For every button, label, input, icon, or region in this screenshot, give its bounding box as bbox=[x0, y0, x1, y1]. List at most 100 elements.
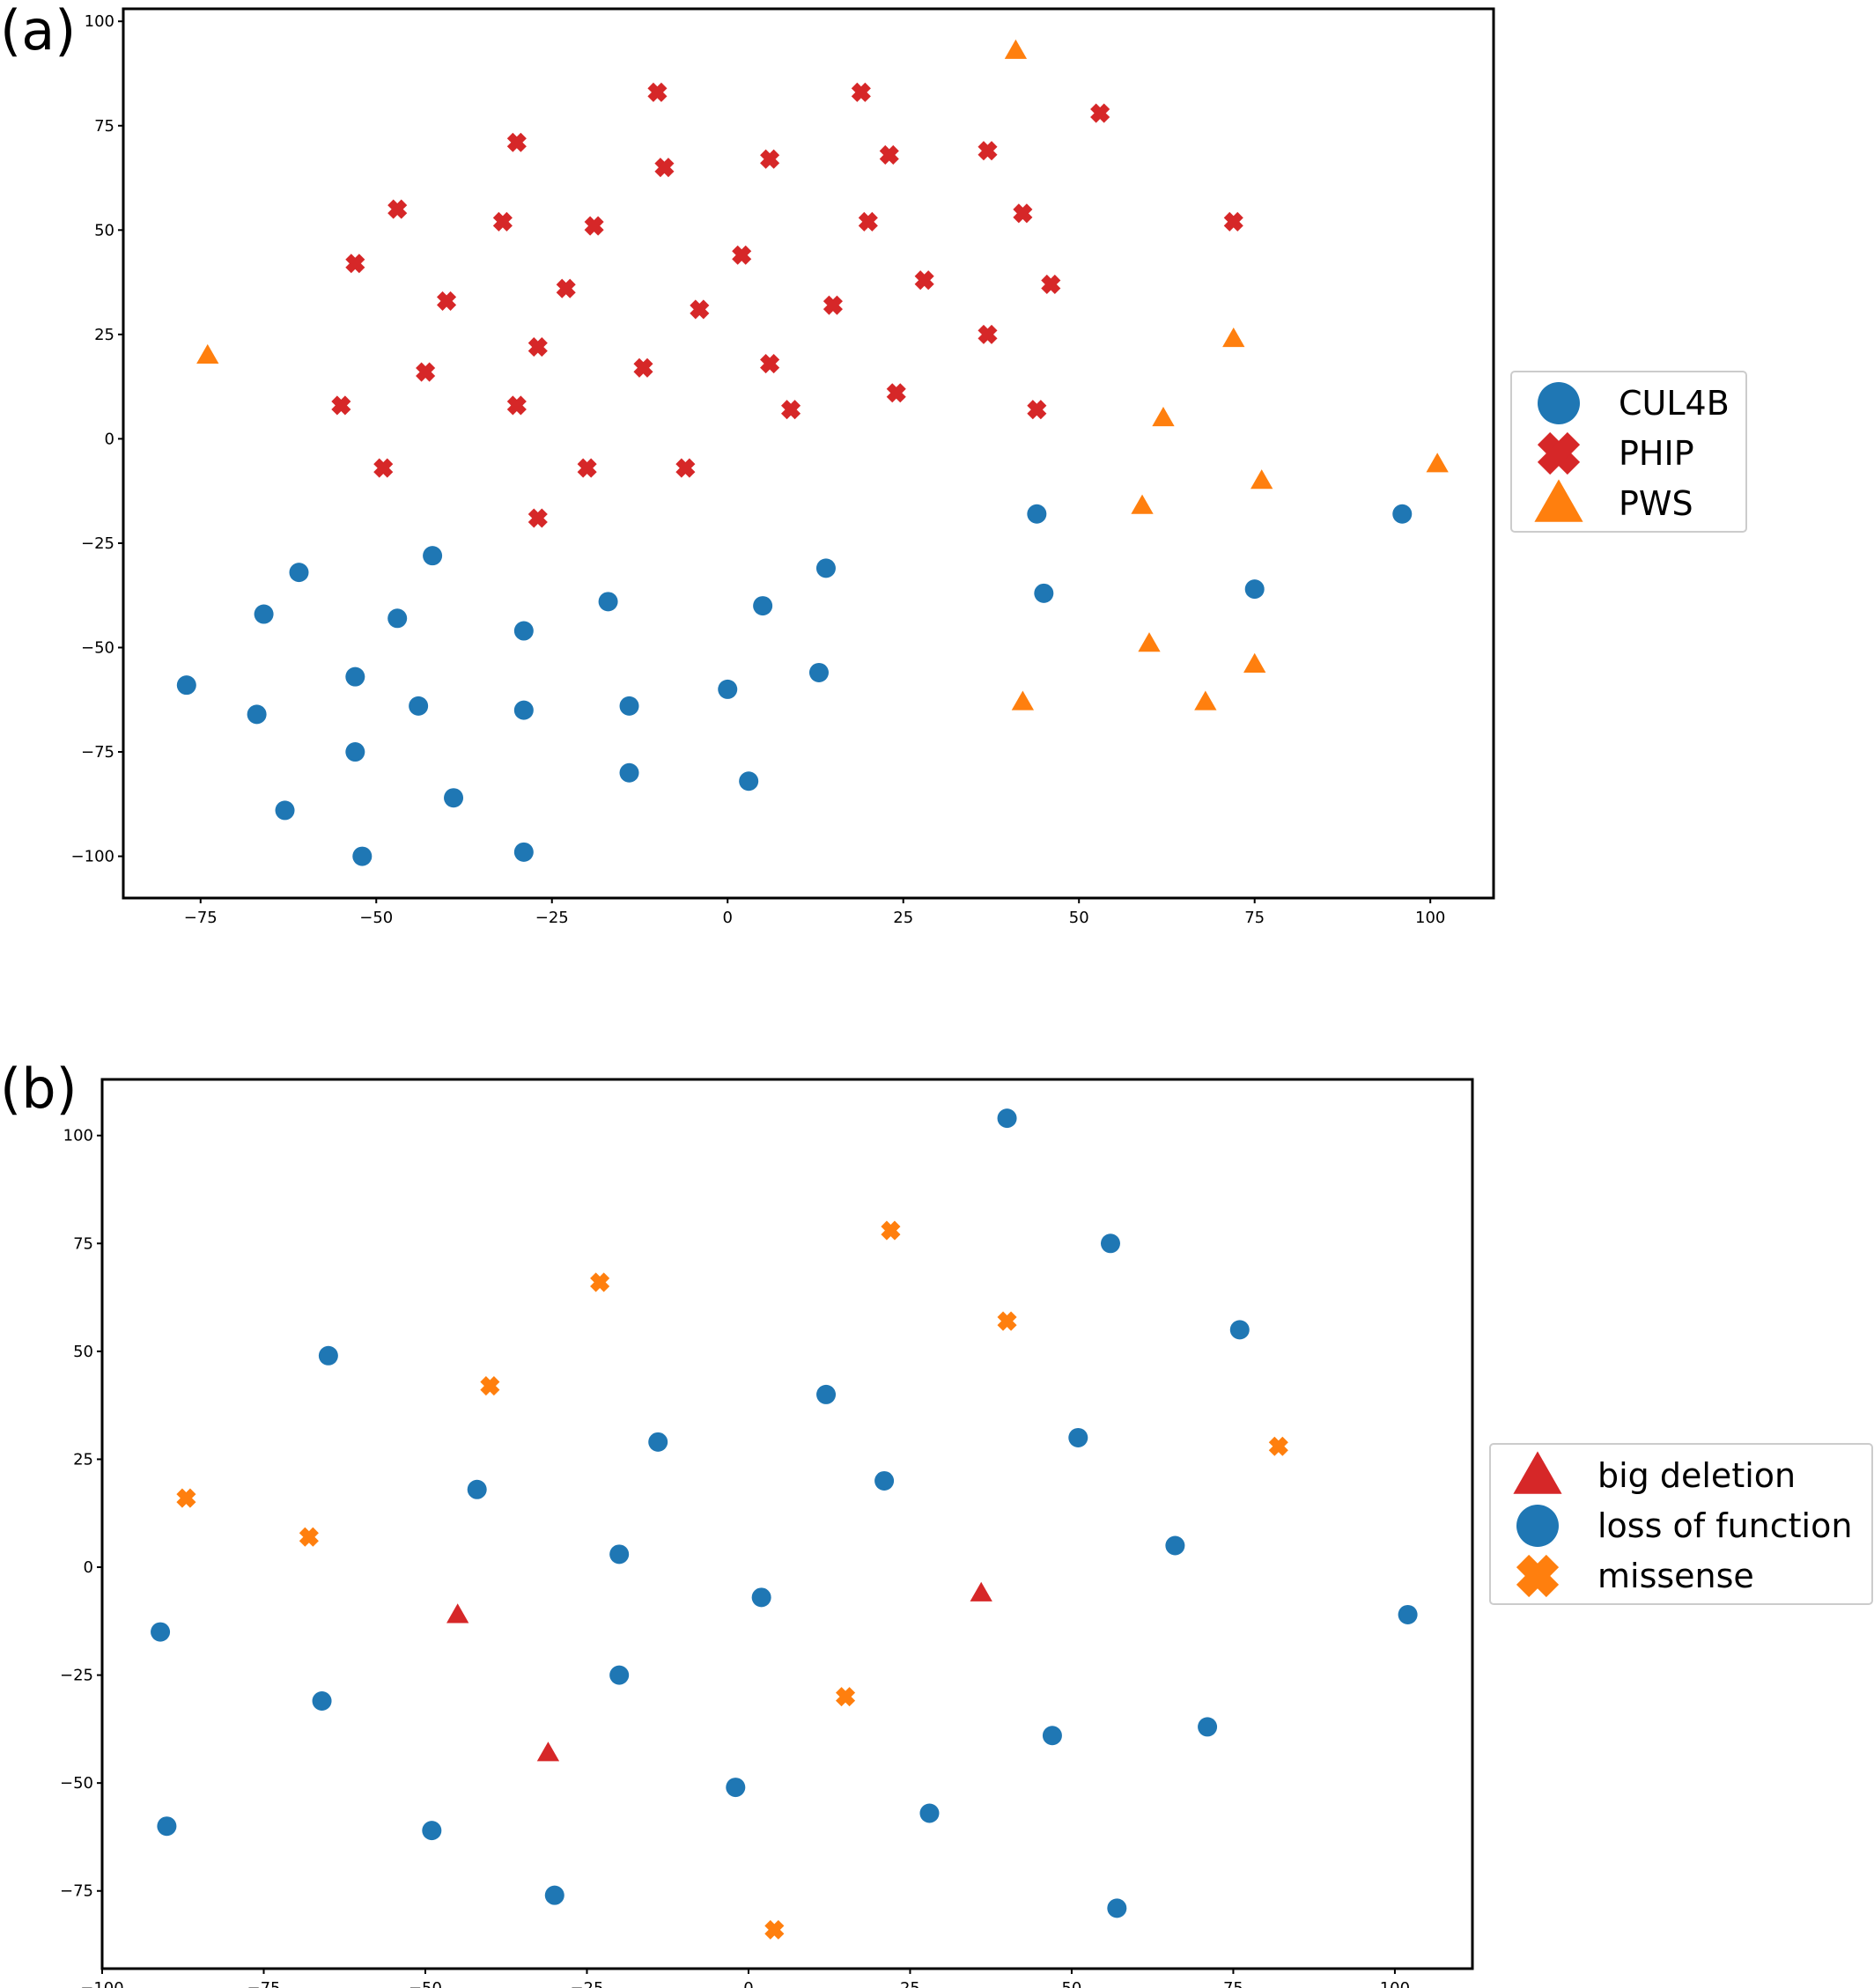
panel-a-y-tick-label: −75 bbox=[81, 743, 114, 762]
panel-a-legend-label-cul4b: CUL4B bbox=[1619, 384, 1730, 423]
panel-a-plot-frame bbox=[122, 7, 1495, 900]
panel-b-point-loss-of-function bbox=[544, 1885, 564, 1905]
panel-a-y-tick-label: 0 bbox=[105, 430, 114, 448]
panel-a-point-phip bbox=[331, 395, 351, 416]
panel-a-point-phip bbox=[760, 354, 780, 374]
panel-b-point-loss-of-function bbox=[467, 1479, 487, 1499]
panel-a-point-pws bbox=[1011, 690, 1035, 711]
panel-a-point-cul4b bbox=[513, 700, 534, 720]
panel-b-point-loss-of-function bbox=[874, 1470, 895, 1491]
panel-a-point-cul4b bbox=[1034, 583, 1054, 603]
panel-b-plot-frame bbox=[100, 1078, 1474, 1970]
panel-a-point-cul4b bbox=[815, 558, 836, 578]
panel-a-point-phip bbox=[437, 291, 457, 311]
panel-b-y-tick-label: 25 bbox=[73, 1450, 93, 1469]
panel-a-point-phip bbox=[823, 295, 843, 315]
panel-b-points bbox=[151, 1108, 1418, 1940]
panel-b-point-loss-of-function bbox=[751, 1587, 771, 1608]
panel-b-y-tick-label: −75 bbox=[60, 1882, 93, 1901]
panel-b-x-tick-label: −100 bbox=[80, 1979, 123, 1988]
panel-b-point-loss-of-function bbox=[1107, 1898, 1127, 1918]
panel-a-point-phip bbox=[978, 324, 998, 344]
panel-b-point-missense bbox=[997, 1311, 1017, 1331]
panel-a-point-phip bbox=[492, 211, 513, 232]
panel-b-legend-marker-missense bbox=[1516, 1554, 1560, 1598]
panel-a-point-pws bbox=[1426, 453, 1449, 473]
panel-b-point-loss-of-function bbox=[609, 1544, 630, 1565]
panel-a-point-phip bbox=[1027, 400, 1047, 420]
panel-b-point-loss-of-function bbox=[1198, 1717, 1218, 1737]
panel-b-point-loss-of-function bbox=[816, 1384, 837, 1404]
panel-b-x-tick-label: −75 bbox=[247, 1979, 280, 1988]
panel-a-point-phip bbox=[879, 144, 899, 166]
panel-a-point-cul4b bbox=[409, 696, 429, 716]
panel-a-point-phip bbox=[556, 278, 576, 298]
panel-a-legend: CUL4B PHIP PWS bbox=[1510, 371, 1747, 533]
panel-b-point-loss-of-function bbox=[997, 1108, 1017, 1129]
panel-b-point-missense bbox=[590, 1272, 610, 1292]
panel-b-point-missense bbox=[1268, 1436, 1288, 1456]
panel-a-legend-marker-phip bbox=[1537, 431, 1581, 475]
panel-b-point-loss-of-function bbox=[422, 1821, 442, 1841]
panel-a-x-tick-label: 75 bbox=[1244, 909, 1265, 927]
panel-b-point-loss-of-function bbox=[609, 1665, 630, 1685]
panel-a-point-cul4b bbox=[1244, 579, 1265, 600]
panel-a-scatter-plot: (a) −75 −50 −25 0 25 50 75 100 −100 −75 −50 −25 0 25 5… bbox=[0, 0, 1747, 927]
panel-a-y-tick-label: 25 bbox=[94, 326, 114, 344]
panel-b-y-tick-label: 75 bbox=[73, 1234, 93, 1253]
panel-b-y-tick-label: 100 bbox=[63, 1127, 93, 1145]
panel-a-point-phip bbox=[760, 149, 780, 169]
panel-b-point-big-deletion bbox=[970, 1581, 992, 1601]
panel-a-point-phip bbox=[506, 132, 527, 152]
panel-a-point-cul4b bbox=[345, 742, 365, 762]
panel-b-point-loss-of-function bbox=[1165, 1535, 1185, 1556]
panel-a-point-phip bbox=[1013, 203, 1033, 224]
panel-b-point-big-deletion bbox=[446, 1603, 469, 1624]
panel-b-point-loss-of-function bbox=[648, 1432, 668, 1452]
panel-a-point-phip bbox=[781, 400, 801, 420]
panel-a-point-phip bbox=[345, 254, 365, 274]
panel-a-point-cul4b bbox=[619, 762, 639, 783]
panel-a-point-phip bbox=[647, 82, 668, 102]
panel-b-point-missense bbox=[881, 1220, 901, 1241]
panel-b-legend-marker-loss-of-function bbox=[1516, 1505, 1559, 1547]
panel-b-legend: big deletion loss of function missense bbox=[1489, 1443, 1873, 1605]
panel-b-point-loss-of-function bbox=[1042, 1726, 1062, 1746]
panel-a-point-cul4b bbox=[619, 696, 639, 716]
panel-a-point-phip bbox=[633, 357, 653, 378]
panel-b-point-loss-of-function bbox=[1398, 1604, 1418, 1624]
panel-a-x-tick-label: 0 bbox=[723, 909, 733, 927]
panel-a-point-phip bbox=[1223, 211, 1243, 232]
panel-a-point-pws bbox=[1131, 494, 1154, 514]
panel-b-x-tick-label: −25 bbox=[570, 1979, 603, 1988]
panel-a-y-tick-label: 75 bbox=[94, 117, 114, 136]
panel-b-point-loss-of-function bbox=[1229, 1320, 1250, 1340]
panel-a-x-tick-label: 25 bbox=[893, 909, 913, 927]
panel-a-point-cul4b bbox=[513, 842, 534, 862]
panel-a-point-cul4b bbox=[444, 788, 464, 808]
panel-a-point-cul4b bbox=[598, 592, 618, 612]
panel-a-y-tick-label: −50 bbox=[81, 638, 114, 657]
panel-a-point-phip bbox=[373, 458, 394, 478]
panel-a-axes: −75 −50 −25 0 25 50 75 100 −100 −75 −50 −25 0 25 50 75 1… bbox=[71, 12, 1446, 927]
panel-a-x-tick-label: −25 bbox=[535, 909, 569, 927]
panel-b-point-missense bbox=[299, 1527, 319, 1547]
panel-a-y-tick-label: 50 bbox=[94, 221, 114, 239]
panel-a-y-tick-label: −25 bbox=[81, 534, 114, 553]
panel-a-point-cul4b bbox=[1392, 504, 1413, 524]
panel-b-point-loss-of-function bbox=[1068, 1427, 1088, 1447]
panel-b-point-missense bbox=[480, 1376, 500, 1396]
panel-a-point-pws bbox=[1004, 39, 1028, 59]
panel-a-point-cul4b bbox=[753, 596, 773, 616]
panel-a-point-pws bbox=[1251, 469, 1273, 490]
panel-a-points bbox=[176, 39, 1449, 866]
panel-a-point-phip bbox=[886, 383, 906, 403]
panel-b-x-tick-label: −50 bbox=[409, 1979, 442, 1988]
panel-a-point-phip bbox=[416, 362, 436, 382]
panel-a-point-pws bbox=[1243, 652, 1266, 673]
panel-b-x-tick-label: 50 bbox=[1061, 1979, 1081, 1988]
panel-b-legend-label-big-deletion: big deletion bbox=[1597, 1456, 1796, 1495]
panel-a-point-phip bbox=[528, 508, 548, 528]
panel-a-point-cul4b bbox=[275, 800, 295, 821]
panel-b-axes: −100 −75 −50 −25 0 25 50 75 100 −75 −50 −25 0 25 50 75 1… bbox=[60, 1127, 1410, 1988]
